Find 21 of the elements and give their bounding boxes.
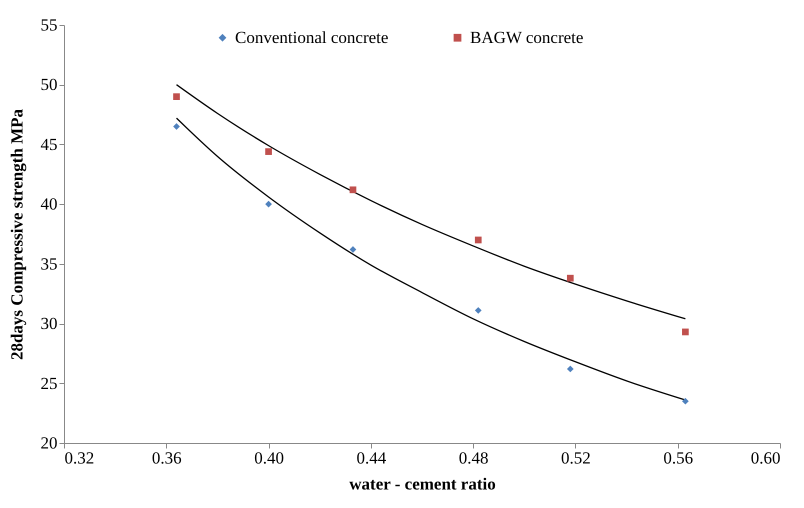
x-axis-title: water - cement ratio [349, 474, 496, 494]
x-tick-label: 0.44 [356, 448, 387, 468]
legend-label: Conventional concrete [235, 28, 388, 47]
y-tick-label: 55 [40, 16, 58, 34]
y-tick-label: 40 [40, 194, 58, 214]
x-tick-label: 0.36 [152, 448, 182, 468]
x-tick-label: 0.56 [663, 448, 694, 468]
y-tick-label: 30 [40, 314, 58, 334]
y-tick-label: 35 [40, 254, 58, 274]
x-tick-label: 0.32 [64, 448, 94, 468]
y-tick-label: 45 [40, 134, 58, 154]
line-series [176, 84, 686, 320]
x-tick-label: 0.40 [254, 448, 284, 468]
y-axis-title: 28days Compressive strength MPa [8, 108, 26, 360]
x-tick-label: 0.52 [561, 448, 591, 468]
y-tick-label: 20 [40, 434, 58, 452]
y-tick-label: 50 [40, 75, 58, 94]
y-tick-label: 25 [40, 374, 58, 393]
x-tick-label: 0.48 [458, 448, 489, 468]
x-tick-label: 0.60 [750, 448, 780, 468]
legend-label: BAGW concrete [470, 28, 584, 47]
